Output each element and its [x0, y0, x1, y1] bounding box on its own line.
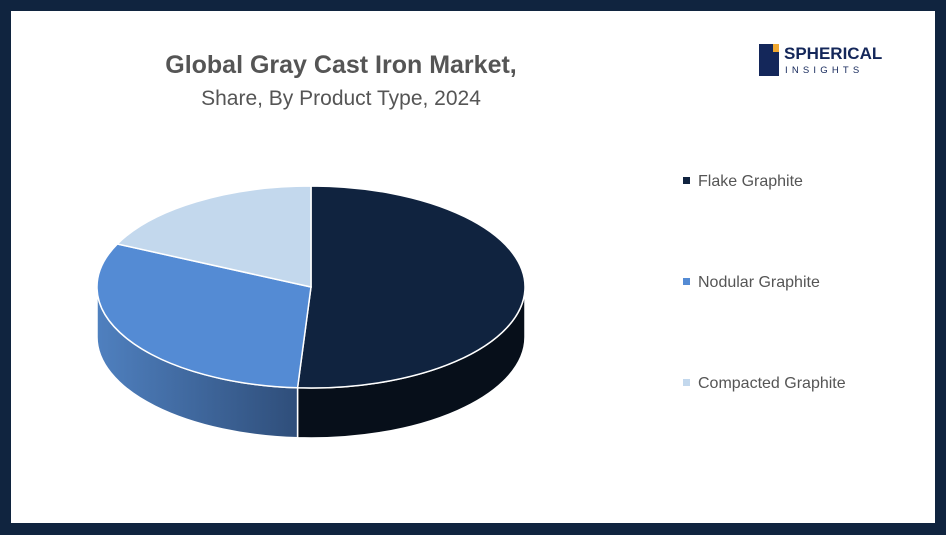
- legend-item: Compacted Graphite: [683, 375, 846, 393]
- legend-swatch: [683, 379, 690, 387]
- chart-card: Global Gray Cast Iron Market, Share, By …: [11, 11, 935, 523]
- legend-item: Nodular Graphite: [683, 274, 820, 292]
- legend-item: Flake Graphite: [683, 173, 803, 191]
- logo-mark-icon: [759, 44, 779, 76]
- legend-swatch: [683, 278, 690, 286]
- pie-slice-nodular-graphite: [96, 243, 312, 389]
- legend-label: Compacted Graphite: [698, 375, 846, 392]
- chart-subtitle: Share, By Product Type, 2024: [201, 87, 481, 110]
- logo-text-2: INSIGHTS: [785, 65, 864, 76]
- legend-label: Nodular Graphite: [698, 274, 820, 291]
- chart-title: Global Gray Cast Iron Market,: [165, 51, 517, 79]
- spherical-insights-logo: SPHERICAL INSIGHTS: [759, 44, 883, 80]
- legend-swatch: [683, 177, 690, 185]
- legend-label: Flake Graphite: [698, 173, 803, 190]
- pie-chart: [96, 185, 526, 439]
- pie-slice-flake-graphite: [296, 185, 526, 389]
- pie-slice-compacted-graphite: [115, 185, 312, 288]
- logo-text-1: SPHERICAL: [784, 44, 883, 63]
